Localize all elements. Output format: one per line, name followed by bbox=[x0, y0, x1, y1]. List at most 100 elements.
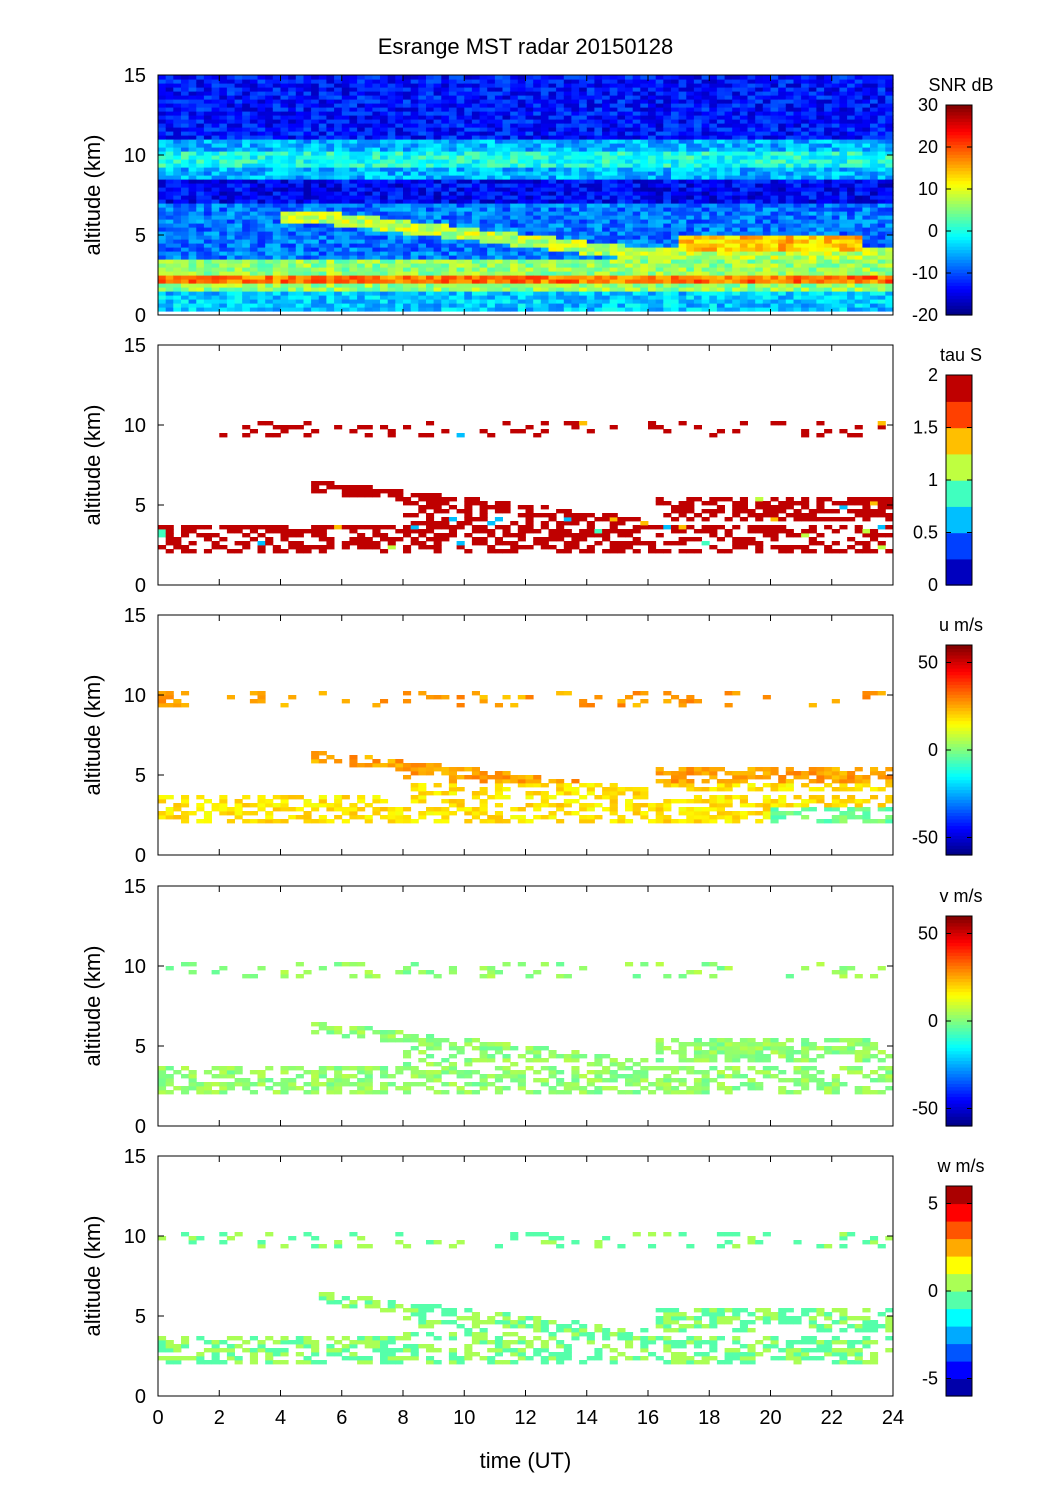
snr-cell bbox=[196, 171, 205, 176]
snr-cell bbox=[548, 167, 557, 172]
snr-cell bbox=[510, 267, 519, 272]
snr-cell bbox=[272, 75, 282, 80]
snr-cell bbox=[203, 95, 213, 100]
snr-cell bbox=[181, 123, 190, 128]
snr-cell bbox=[602, 79, 611, 84]
snr-cell bbox=[280, 307, 289, 312]
snr-cell bbox=[357, 83, 366, 88]
snr-cell bbox=[602, 243, 611, 248]
snr-cell bbox=[785, 231, 795, 236]
snr-cell bbox=[311, 299, 320, 304]
snr-cell bbox=[219, 231, 228, 236]
snr-cell bbox=[448, 243, 458, 248]
snr-cell bbox=[311, 171, 320, 176]
snr-cell bbox=[303, 299, 312, 304]
snr-cell bbox=[341, 235, 351, 240]
snr-cell bbox=[724, 159, 733, 164]
snr-cell bbox=[648, 111, 657, 116]
snr-cell bbox=[234, 247, 243, 252]
snr-cell bbox=[793, 163, 802, 168]
snr-cell bbox=[625, 83, 634, 88]
snr-cell bbox=[686, 87, 695, 92]
snr-cell bbox=[747, 155, 756, 160]
snr-cell bbox=[280, 191, 289, 196]
snr-cell bbox=[181, 91, 190, 96]
snr-cell bbox=[158, 275, 167, 280]
snr-cell bbox=[158, 79, 167, 84]
snr-cell bbox=[494, 291, 504, 296]
snr-cell bbox=[671, 283, 680, 288]
snr-cell bbox=[410, 279, 419, 284]
snr-cell bbox=[158, 223, 167, 228]
snr-cell bbox=[311, 231, 320, 236]
snr-cell bbox=[762, 219, 772, 224]
snr-cell bbox=[609, 307, 618, 312]
snr-cell bbox=[525, 151, 534, 156]
snr-cell bbox=[755, 255, 764, 260]
snr-cell bbox=[464, 195, 473, 200]
snr-cell bbox=[456, 143, 465, 148]
snr-cell bbox=[801, 227, 810, 232]
snr-cell bbox=[203, 175, 213, 180]
snr-cell bbox=[693, 199, 703, 204]
snr-cell bbox=[188, 183, 197, 188]
snr-cell bbox=[349, 275, 358, 280]
snr-cell bbox=[318, 255, 328, 260]
snr-cell bbox=[295, 199, 305, 204]
snr-cell bbox=[594, 235, 603, 240]
snr-cell bbox=[693, 271, 703, 276]
snr-cell bbox=[563, 219, 573, 224]
snr-cell bbox=[678, 131, 687, 136]
snr-cell bbox=[372, 251, 381, 256]
snr-cell bbox=[678, 247, 687, 252]
snr-cell bbox=[579, 275, 588, 280]
snr-cell bbox=[341, 111, 351, 116]
snr-cell bbox=[716, 135, 726, 140]
snr-cell bbox=[632, 127, 641, 132]
snr-cell bbox=[318, 231, 328, 236]
snr-cell bbox=[188, 139, 197, 144]
snr-cell bbox=[387, 175, 396, 180]
snr-cell bbox=[563, 99, 573, 104]
snr-cell bbox=[678, 107, 687, 112]
snr-cell bbox=[571, 291, 580, 296]
snr-cell bbox=[709, 235, 718, 240]
snr-cell bbox=[303, 235, 312, 240]
snr-cell bbox=[594, 175, 603, 180]
snr-cell bbox=[793, 239, 802, 244]
snr-cell bbox=[579, 271, 588, 276]
snr-cell bbox=[479, 155, 488, 160]
snr-cell bbox=[464, 275, 473, 280]
snr-cell bbox=[663, 199, 672, 204]
snr-cell bbox=[502, 79, 511, 84]
snr-cell bbox=[441, 171, 450, 176]
snr-cell bbox=[563, 83, 573, 88]
snr-cell bbox=[188, 307, 197, 312]
snr-cell bbox=[724, 219, 733, 224]
snr-cell bbox=[357, 267, 366, 272]
snr-cell bbox=[372, 295, 381, 300]
snr-cell bbox=[181, 279, 190, 284]
snr-cell bbox=[234, 163, 243, 168]
snr-cell bbox=[471, 291, 481, 296]
snr-cell bbox=[793, 75, 802, 80]
snr-cell bbox=[334, 195, 343, 200]
snr-cell bbox=[556, 115, 565, 120]
snr-cell bbox=[556, 123, 565, 128]
snr-cell bbox=[464, 287, 473, 292]
snr-cell bbox=[579, 171, 588, 176]
snr-cell bbox=[341, 115, 351, 120]
snr-cell bbox=[326, 131, 335, 136]
snr-cell bbox=[426, 91, 435, 96]
snr-cell bbox=[632, 215, 641, 220]
snr-cell bbox=[349, 299, 358, 304]
snr-cell bbox=[433, 275, 442, 280]
snr-cell bbox=[686, 199, 695, 204]
snr-cell bbox=[609, 219, 618, 224]
snr-cell bbox=[395, 291, 404, 296]
snr-cell bbox=[693, 103, 703, 108]
snr-cell bbox=[494, 183, 504, 188]
snr-cell bbox=[280, 111, 289, 116]
snr-cell bbox=[433, 223, 442, 228]
snr-cell bbox=[579, 183, 588, 188]
